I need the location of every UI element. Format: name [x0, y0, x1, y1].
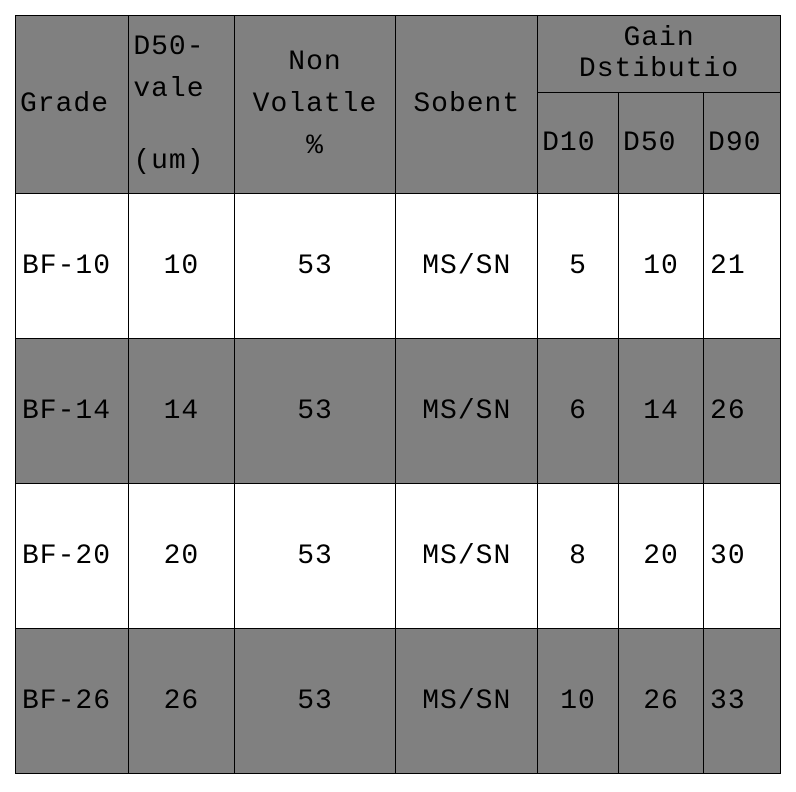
data-table: Grade D50- vale (um) Non Volatle % Soben…: [15, 15, 781, 774]
nonvol-line3: %: [306, 131, 324, 162]
cell-sob: MS/SN: [396, 484, 538, 629]
table-row: BF-26 26 53 MS/SN 10 26 33: [16, 629, 781, 774]
cell-grade: BF-20: [16, 484, 129, 629]
cell-d90: 33: [704, 629, 781, 774]
gain-line2: Dstibutio: [579, 54, 739, 85]
nonvol-line1: Non: [288, 47, 341, 78]
cell-d90: 30: [704, 484, 781, 629]
d50vale-line2: vale: [133, 74, 204, 105]
cell-grade: BF-10: [16, 194, 129, 339]
cell-d50v: 10: [129, 194, 234, 339]
cell-grade: BF-14: [16, 339, 129, 484]
table-row: BF-20 20 53 MS/SN 8 20 30: [16, 484, 781, 629]
cell-d50v: 14: [129, 339, 234, 484]
table-row: BF-14 14 53 MS/SN 6 14 26: [16, 339, 781, 484]
col-d50vale: D50- vale (um): [129, 16, 234, 194]
cell-d50v: 20: [129, 484, 234, 629]
cell-sob: MS/SN: [396, 339, 538, 484]
cell-d10: 10: [538, 629, 619, 774]
cell-d10: 6: [538, 339, 619, 484]
cell-grade: BF-26: [16, 629, 129, 774]
cell-nv: 53: [234, 194, 396, 339]
table-row: BF-10 10 53 MS/SN 5 10 21: [16, 194, 781, 339]
header-row-1: Grade D50- vale (um) Non Volatle % Soben…: [16, 16, 781, 93]
cell-d50v: 26: [129, 629, 234, 774]
cell-d90: 26: [704, 339, 781, 484]
d50vale-unit: (um): [133, 111, 233, 183]
col-d50: D50: [619, 93, 704, 194]
cell-nv: 53: [234, 339, 396, 484]
d50vale-line1: D50-: [133, 32, 204, 63]
cell-nv: 53: [234, 629, 396, 774]
cell-d90: 21: [704, 194, 781, 339]
cell-d10: 5: [538, 194, 619, 339]
cell-d50: 26: [619, 629, 704, 774]
col-gain-dist: Gain Dstibutio: [538, 16, 781, 93]
cell-sob: MS/SN: [396, 194, 538, 339]
cell-sob: MS/SN: [396, 629, 538, 774]
cell-d50: 20: [619, 484, 704, 629]
col-grade: Grade: [16, 16, 129, 194]
col-sobent: Sobent: [396, 16, 538, 194]
nonvol-line2: Volatle: [253, 89, 378, 120]
cell-d50: 14: [619, 339, 704, 484]
cell-d10: 8: [538, 484, 619, 629]
gain-line1: Gain: [623, 23, 694, 54]
col-nonvolatile: Non Volatle %: [234, 16, 396, 194]
col-d10: D10: [538, 93, 619, 194]
cell-d50: 10: [619, 194, 704, 339]
cell-nv: 53: [234, 484, 396, 629]
col-d90: D90: [704, 93, 781, 194]
